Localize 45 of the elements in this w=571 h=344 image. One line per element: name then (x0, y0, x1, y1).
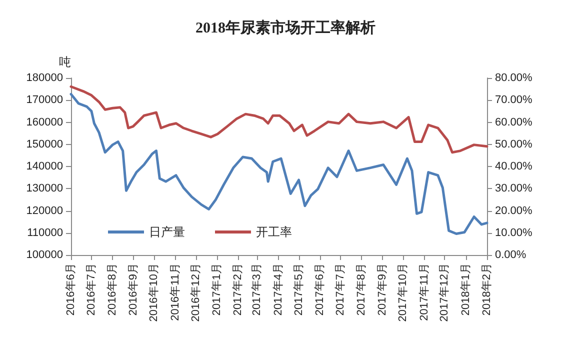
x-tick-label: 2016年9月 (128, 263, 140, 316)
y-tick-label: 110000 (27, 226, 63, 239)
y-tick-label: 140000 (26, 160, 63, 172)
y-tick-label: 160000 (26, 116, 63, 128)
legend-label: 日产量 (149, 225, 185, 239)
legend-label: 开工率 (256, 225, 292, 239)
line-series (70, 92, 488, 236)
y2-tick-label: 20.00% (495, 204, 533, 217)
x-tick-label: 2017年5月 (292, 263, 305, 316)
y-tick-label: 150000 (26, 138, 63, 150)
y2-tick-label: 80.00% (495, 72, 533, 84)
x-tick-label: 2016年7月 (85, 263, 98, 316)
y-tick-label: 120000 (26, 204, 63, 217)
x-tick-label: 2017年11月 (418, 263, 430, 321)
x-tick-label: 2017年12月 (438, 263, 451, 322)
x-tick-label: 2017年7月 (334, 263, 346, 316)
x-tick-label: 2016年6月 (65, 263, 77, 316)
x-tick-label: 2017年4月 (272, 263, 284, 316)
x-tick-label: 2017年1月 (210, 263, 223, 316)
y2-tick-label: 30.00% (495, 182, 533, 195)
x-tick-label: 2017年6月 (314, 263, 326, 316)
y-axis-title: 吨 (59, 55, 71, 69)
x-tick-label: 2017年2月 (232, 263, 244, 316)
y2-tick-label: 50.00% (495, 138, 533, 150)
y2-tick-label: 60.00% (495, 116, 533, 128)
y2-tick-label: 70.00% (495, 94, 533, 106)
y2-tick-label: 40.00% (495, 160, 533, 172)
y2-tick-label: 0.00% (495, 249, 526, 261)
y2-tick-label: 10.00% (495, 226, 533, 239)
x-tick-label: 2016年12月 (190, 263, 202, 322)
x-tick-label: 2017年8月 (356, 263, 368, 316)
x-tick-label: 2018年1月 (460, 263, 472, 316)
x-tick-label: 2018年2月 (481, 263, 493, 316)
x-tick-label: 2017年10月 (397, 263, 410, 322)
y-tick-label: 130000 (26, 182, 63, 195)
line-series (70, 85, 488, 154)
chart-title: 2018年尿素市场开工率解析 (196, 18, 376, 36)
x-tick-label: 2016年8月 (106, 263, 119, 316)
x-tick-label: 2017年9月 (376, 263, 389, 316)
x-tick-label: 2017年3月 (251, 263, 264, 316)
x-tick-label: 2016年11月 (169, 263, 182, 321)
x-tick-label: 2016年10月 (148, 263, 160, 322)
y-tick-label: 170000 (26, 94, 63, 106)
y-tick-label: 100000 (26, 249, 63, 261)
y-tick-label: 180000 (26, 72, 63, 84)
